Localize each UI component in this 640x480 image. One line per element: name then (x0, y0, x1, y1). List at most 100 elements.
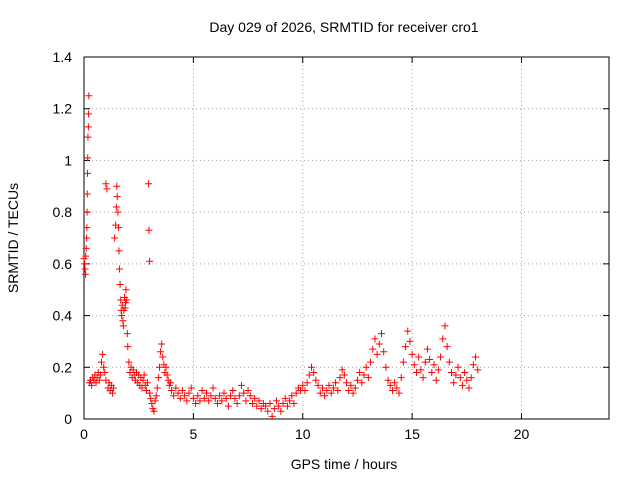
data-point (116, 281, 124, 289)
data-point (158, 340, 166, 348)
data-point (347, 381, 355, 389)
y-tick-label: 1.2 (53, 101, 73, 117)
y-axis-label: SRMTID / TECUs (5, 183, 21, 293)
data-point (329, 384, 337, 392)
data-point (448, 368, 455, 376)
data-point (428, 368, 436, 376)
data-point (318, 384, 326, 392)
data-point (410, 361, 418, 369)
data-point (299, 381, 307, 389)
x-tick-label: 10 (295, 426, 311, 442)
data-point (240, 389, 248, 397)
data-point (382, 363, 390, 371)
data-point (151, 397, 159, 405)
data-point (233, 399, 241, 407)
data-point (461, 368, 469, 376)
data-point (153, 384, 161, 392)
data-point (159, 353, 167, 361)
data-point (262, 402, 270, 410)
data-point (139, 376, 147, 384)
data-point (312, 376, 320, 384)
data-point (222, 394, 230, 402)
data-point (198, 387, 206, 395)
data-point (185, 389, 193, 397)
data-point (246, 392, 254, 400)
data-point (353, 376, 361, 384)
y-tick-label: 0.2 (53, 359, 73, 375)
y-tick-label: 1 (64, 152, 72, 168)
data-point (384, 376, 392, 384)
data-point (437, 353, 445, 361)
data-point (275, 402, 283, 410)
data-point (115, 247, 123, 255)
data-point (426, 356, 434, 364)
data-point (178, 387, 186, 395)
data-point (408, 350, 416, 358)
data-point (112, 203, 120, 211)
data-point (209, 384, 217, 392)
data-point (168, 387, 175, 395)
data-point (327, 389, 335, 397)
data-point (452, 371, 460, 379)
data-point (367, 358, 375, 366)
chart-title: Day 029 of 2026, SRMTID for receiver cro… (209, 19, 478, 35)
data-point (391, 379, 399, 387)
data-point (213, 399, 221, 407)
data-point (238, 381, 245, 389)
data-point (224, 402, 232, 410)
data-point (115, 265, 123, 273)
data-point (343, 379, 350, 387)
data-point (415, 353, 423, 361)
data-point (351, 384, 359, 392)
data-point (84, 169, 91, 177)
data-point (111, 234, 119, 242)
data-point (454, 363, 462, 371)
data-point (147, 394, 155, 402)
data-point (308, 363, 315, 371)
data-point (472, 353, 480, 361)
data-point (162, 363, 170, 371)
y-tick-label: 1.4 (53, 49, 73, 65)
data-point (123, 296, 131, 304)
y-tick-label: 0 (64, 411, 72, 427)
data-point (340, 371, 348, 379)
data-point (113, 182, 121, 190)
data-point (456, 374, 464, 382)
data-point (301, 387, 309, 395)
data-point (203, 389, 210, 397)
data-point (150, 407, 158, 415)
data-point (207, 392, 215, 400)
data-point (170, 392, 178, 400)
data-point (345, 387, 353, 395)
data-point (157, 348, 165, 356)
data-point (154, 374, 162, 382)
data-point (123, 330, 131, 338)
data-point (163, 371, 171, 379)
data-point (174, 389, 182, 397)
data-point (467, 374, 475, 382)
data-point (255, 397, 263, 405)
data-point (458, 381, 466, 389)
data-point (268, 412, 276, 420)
data-point (110, 384, 118, 392)
data-point (281, 394, 289, 402)
x-tick-label: 20 (514, 426, 530, 442)
data-point (430, 361, 438, 369)
data-point (85, 92, 93, 100)
data-point (356, 368, 364, 376)
data-point (314, 381, 322, 389)
data-point (146, 389, 154, 397)
data-point (84, 133, 92, 141)
data-point (194, 392, 202, 400)
data-point (119, 322, 127, 330)
data-point (102, 180, 110, 188)
data-point (220, 389, 228, 397)
data-point (292, 389, 300, 397)
data-point (288, 392, 296, 400)
grid-lines (84, 57, 609, 419)
data-point (378, 330, 385, 338)
data-point (434, 366, 442, 374)
data-point (364, 374, 372, 382)
data-point (441, 322, 449, 330)
